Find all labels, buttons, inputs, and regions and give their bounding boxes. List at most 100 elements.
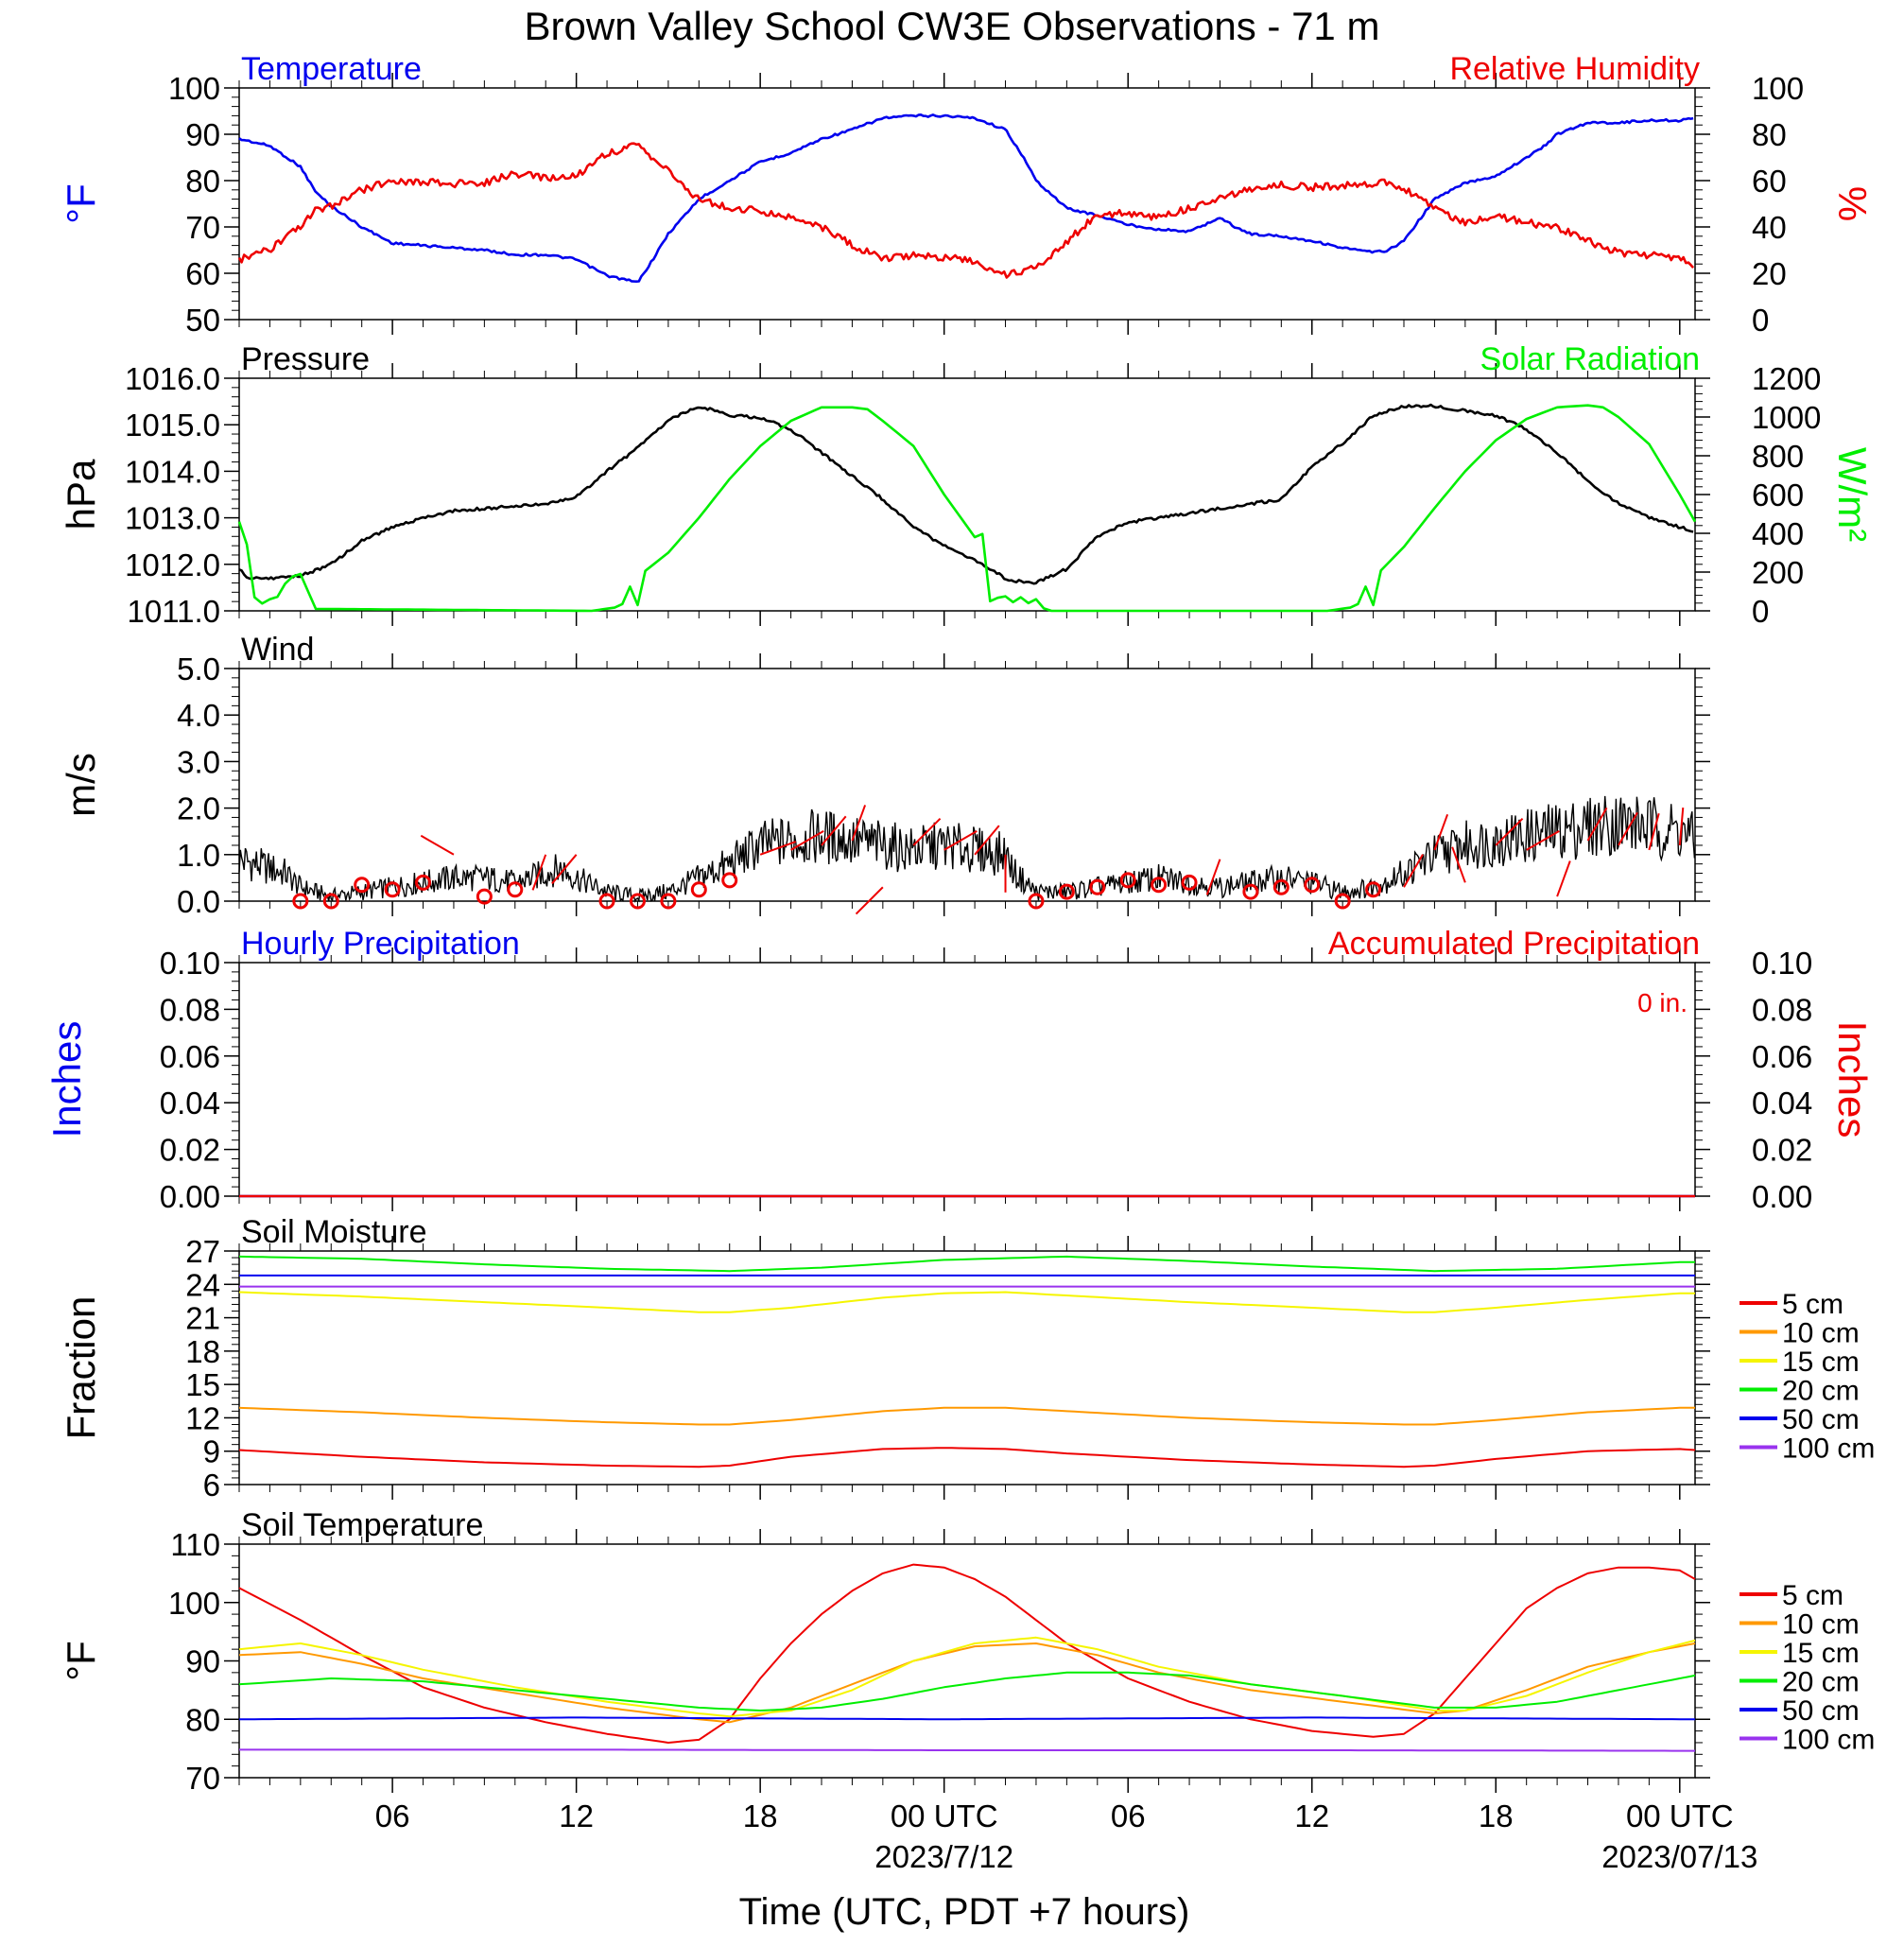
wind-barb xyxy=(1556,860,1571,897)
right-tick-label: 0.10 xyxy=(1752,946,1812,981)
legend-label: 10 cm xyxy=(1782,1609,1860,1641)
panel-frame xyxy=(238,1543,1696,1779)
panel-4: 0.00 0.02 0.04 0.06 0.08 0.10 0.00 0.02 0.04 0.06… xyxy=(44,926,1875,1214)
wind-barb xyxy=(943,830,978,851)
right-tick-label: 0 xyxy=(1752,594,1769,629)
left-tick-label: 1013.0 xyxy=(125,501,220,536)
time-tick-label: 18 xyxy=(1479,1798,1514,1833)
right-tick-label: 600 xyxy=(1752,478,1804,513)
left-tick-label: 1011.0 xyxy=(128,594,220,629)
series-line-red xyxy=(237,142,1695,279)
wind-barb xyxy=(1495,817,1524,846)
left-tick-label: 1015.0 xyxy=(125,408,220,443)
series-line-blue xyxy=(238,113,1694,284)
series-line-15-cm xyxy=(238,1291,1695,1313)
left-tick-label: 6 xyxy=(203,1468,220,1503)
right-tick-label: 800 xyxy=(1752,439,1804,474)
left-tick-label: 18 xyxy=(185,1334,220,1369)
panel-frame xyxy=(238,1250,1696,1486)
calm-wind-circle xyxy=(1272,878,1290,895)
panel-frame xyxy=(238,668,1696,902)
series-line-20-cm xyxy=(238,1671,1696,1711)
left-tick-label: 1014.0 xyxy=(125,454,220,489)
legend-label: 100 cm xyxy=(1782,1725,1875,1756)
left-tick-label: 100 xyxy=(168,1586,220,1621)
right-tick-label: 1000 xyxy=(1752,400,1821,435)
left-tick-label: 80 xyxy=(185,164,220,199)
wind-barb xyxy=(1678,808,1685,846)
legend-label: 50 cm xyxy=(1782,1695,1860,1727)
left-tick-label: 15 xyxy=(185,1367,220,1402)
right-tick-label: 80 xyxy=(1752,117,1787,152)
series-line-15-cm xyxy=(238,1636,1696,1718)
left-tick-label: 50 xyxy=(185,303,220,338)
right-tick-label: 0.08 xyxy=(1752,992,1812,1027)
right-tick-label: 0.06 xyxy=(1752,1039,1812,1074)
calm-wind-circle xyxy=(292,893,309,910)
series-line-5-cm xyxy=(238,1447,1696,1468)
left-tick-label: 21 xyxy=(185,1301,220,1336)
wind-barb xyxy=(1648,812,1660,851)
right-tick-label: 0.00 xyxy=(1752,1179,1812,1214)
calm-wind-circle xyxy=(1181,874,1198,891)
right-tick-label: 20 xyxy=(1752,256,1787,291)
wind-barb xyxy=(912,817,942,846)
wind-barb xyxy=(790,830,824,851)
panel-frame xyxy=(238,962,1696,1197)
left-tick-label: 0.08 xyxy=(160,992,220,1027)
panel-3: 0.0 1.0 2.0 3.0 4.0 5.0 Wind m/s xyxy=(59,632,1710,919)
left-tick-label: 90 xyxy=(185,117,220,152)
calm-wind-circle xyxy=(1151,877,1168,894)
calm-wind-circle xyxy=(1058,883,1075,900)
left-tick-label: 100 xyxy=(168,71,220,106)
panel-left-title: Temperature xyxy=(241,51,422,87)
legend-label: 15 cm xyxy=(1782,1638,1860,1669)
time-tick-label: 06 xyxy=(1111,1798,1146,1833)
legend-label: 20 cm xyxy=(1782,1376,1860,1407)
panel-frame xyxy=(238,87,1696,321)
series-line-5-cm xyxy=(238,1563,1696,1744)
left-axis-label: °F xyxy=(59,183,103,223)
time-axis-labels: 06 12 18 00 UTC 06 12 18 00 UTC 2023/7/12 2023/07… xyxy=(375,1798,1758,1874)
left-tick-label: 12 xyxy=(185,1400,220,1435)
left-tick-label: 1012.0 xyxy=(125,547,220,582)
panel-2: 1011.0 1012.0 1013.0 1014.0 1015.0 1016.0 0 200… xyxy=(59,341,1875,629)
calm-wind-circle xyxy=(354,877,371,894)
series-line-20-cm xyxy=(238,1255,1695,1273)
wind-barb xyxy=(759,841,797,856)
calm-wind-circle xyxy=(1119,872,1136,889)
right-tick-label: 0.02 xyxy=(1752,1133,1812,1168)
left-tick-label: 5.0 xyxy=(177,652,220,686)
legend-label: 15 cm xyxy=(1782,1347,1860,1378)
time-tick-label: 06 xyxy=(375,1798,410,1833)
wind-barb xyxy=(821,815,847,846)
right-axis-label: W/m² xyxy=(1830,447,1875,542)
time-tick-label: 18 xyxy=(743,1798,778,1833)
wind-barb xyxy=(1205,859,1221,895)
left-tick-label: 27 xyxy=(185,1234,220,1269)
calm-wind-circle xyxy=(1304,877,1321,894)
left-tick-label: 1.0 xyxy=(177,838,220,873)
left-tick-label: 1016.0 xyxy=(125,361,220,396)
legend-label: 20 cm xyxy=(1782,1667,1860,1698)
left-tick-label: 0.06 xyxy=(160,1039,220,1074)
legend-label: 50 cm xyxy=(1782,1404,1860,1435)
time-tick-label: 12 xyxy=(1294,1798,1329,1833)
calm-wind-circle xyxy=(690,881,707,898)
wind-barb xyxy=(1403,854,1424,888)
wind-barb xyxy=(1433,813,1449,851)
right-axis-label: % xyxy=(1830,186,1875,221)
series-line-10-cm xyxy=(238,1642,1696,1724)
series-line-green xyxy=(237,404,1697,613)
series-line-100-cm xyxy=(239,1748,1695,1752)
time-tick-label: 00 UTC xyxy=(891,1798,998,1833)
wind-barb xyxy=(1586,807,1608,842)
calm-wind-circle xyxy=(476,888,493,905)
panel-left-title: Hourly Precipitation xyxy=(241,926,520,962)
accumulated-annotation: 0 in. xyxy=(1637,988,1688,1017)
right-tick-label: 0 xyxy=(1752,303,1769,338)
